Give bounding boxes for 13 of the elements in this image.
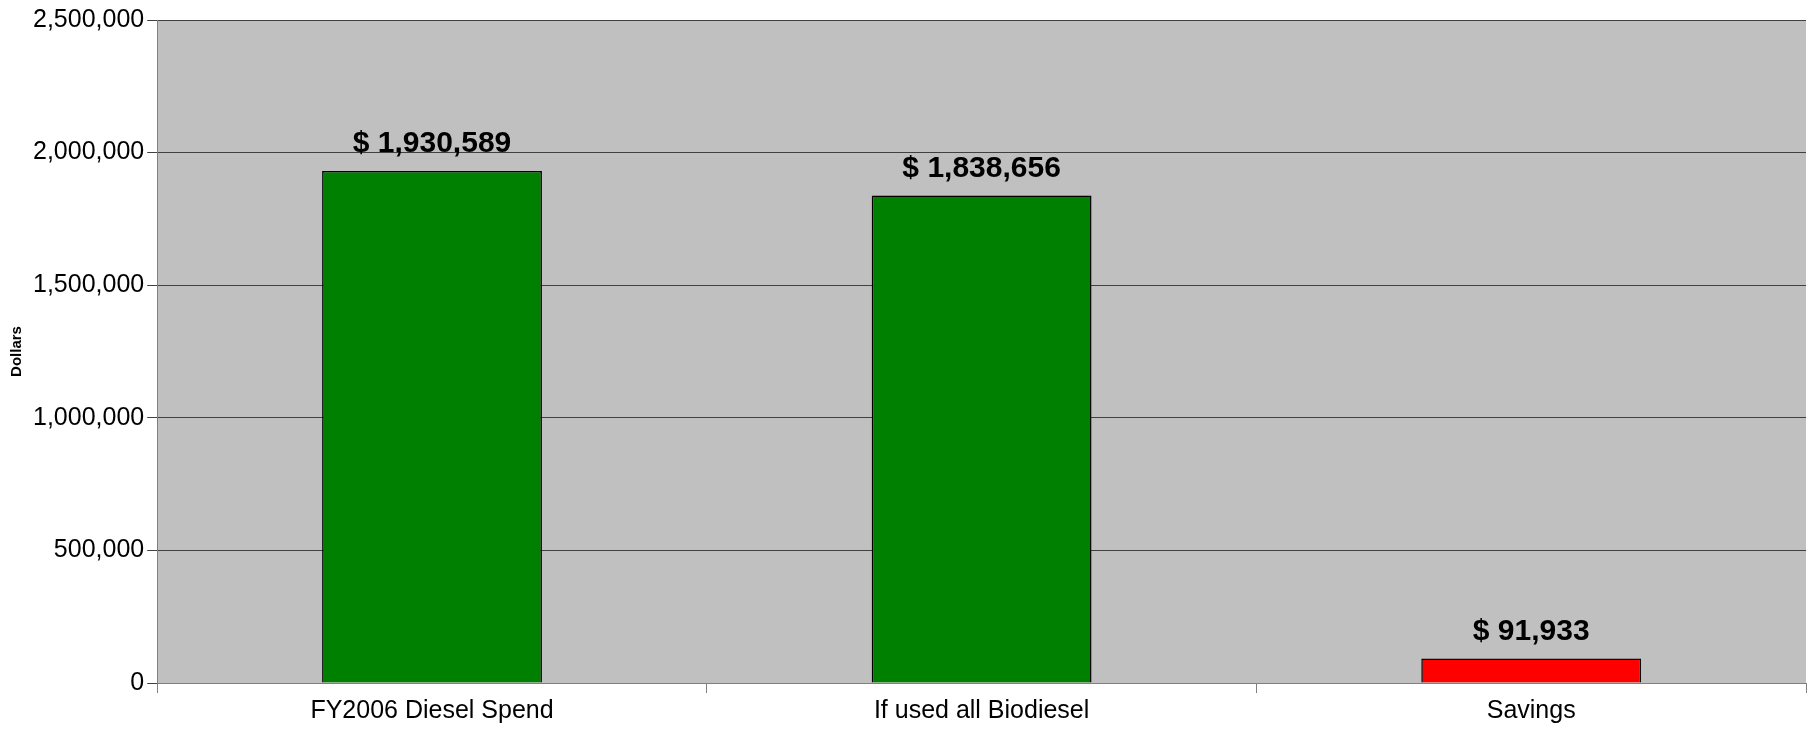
x-tick-label: FY2006 Diesel Spend	[310, 694, 554, 723]
y-tick-label: 1,500,000	[33, 269, 145, 298]
y-tick-label: 500,000	[53, 534, 145, 563]
x-tick-label: Savings	[1486, 694, 1576, 723]
x-tick-label: If used all Biodiesel	[873, 694, 1090, 723]
y-tick-label: 1,000,000	[33, 401, 145, 430]
data-label: $ 1,838,656	[902, 149, 1061, 183]
y-tick-label: 0	[130, 666, 145, 695]
data-label: $ 91,933	[1472, 612, 1590, 646]
y-tick-label: 2,500,000	[33, 3, 145, 32]
y-tick-label: 2,000,000	[33, 136, 145, 165]
data-label: $ 1,930,589	[352, 125, 512, 159]
y-axis-title: Dollars	[7, 326, 25, 377]
